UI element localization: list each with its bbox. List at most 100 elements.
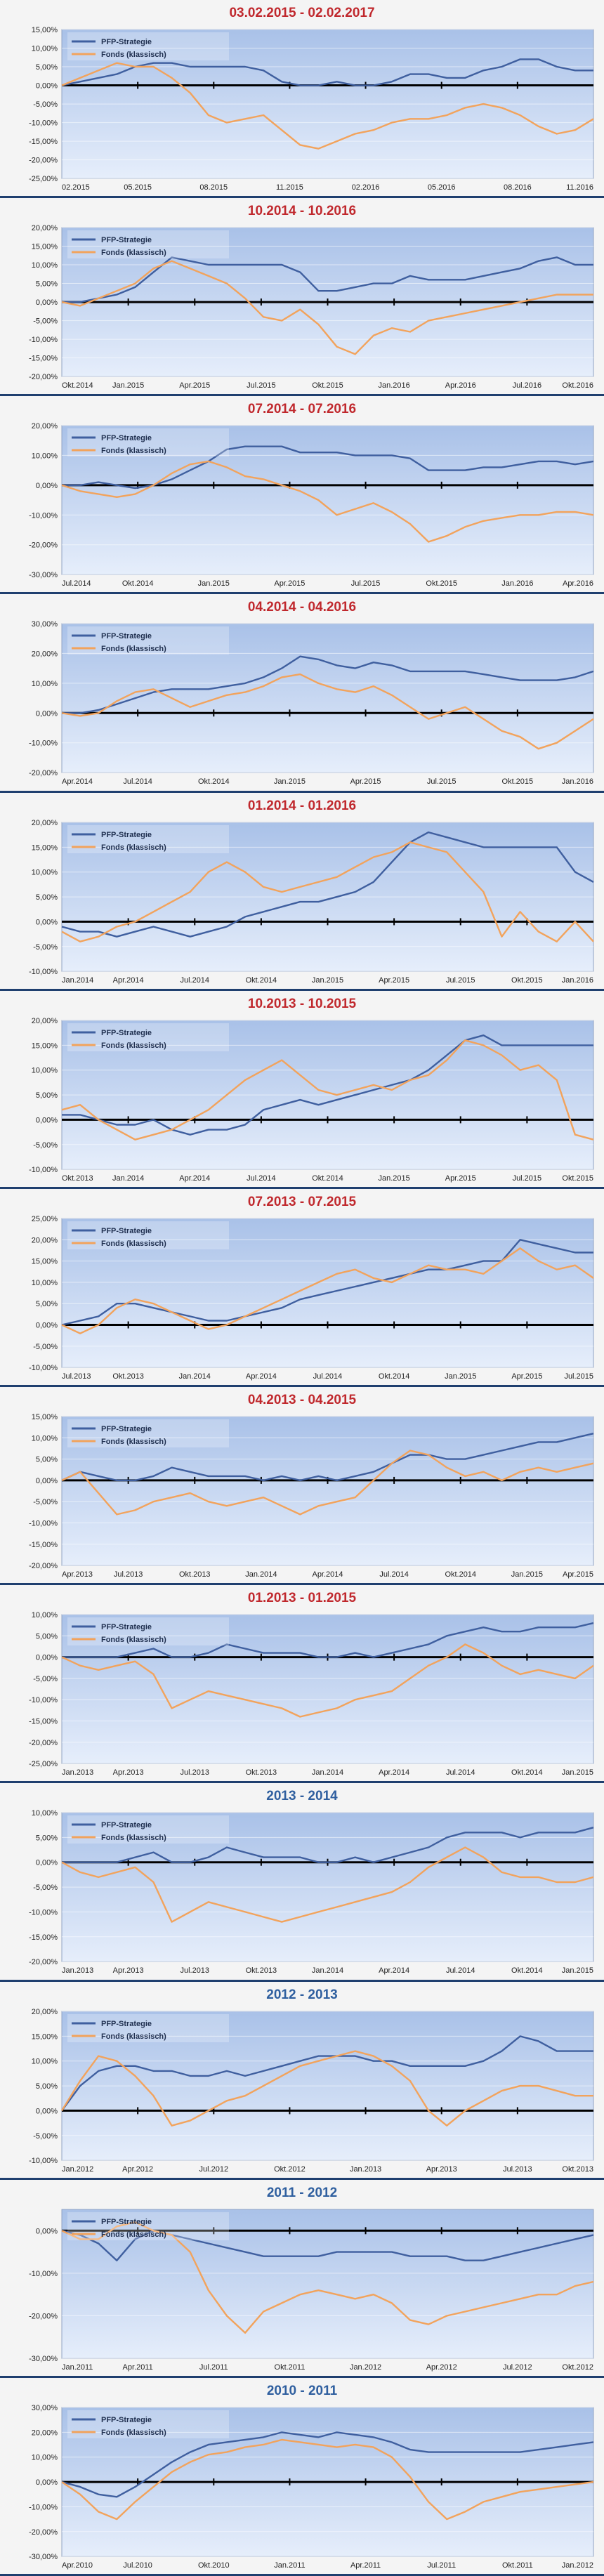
x-tick-label: Apr.2012 [426,2363,457,2372]
y-tick-label: -30,00% [29,571,58,579]
y-tick-label: 0,00% [36,710,58,718]
y-tick-label: 15,00% [32,843,58,852]
y-tick-label: 20,00% [32,650,58,659]
x-tick-label: Apr.2011 [350,2561,381,2570]
legend-label: PFP-Strategie [101,1029,152,1037]
x-tick-label: Okt.2015 [511,976,543,985]
x-tick-label: Jan.2015 [312,976,343,985]
x-tick-label: 08.2015 [199,183,228,192]
x-tick-label: Apr.2013 [426,2165,457,2174]
y-tick-label: 0,00% [36,1859,58,1867]
x-tick-label: Jan.2015 [379,1174,410,1183]
series-line-fonds [61,62,594,150]
legend-label: Fonds (klassisch) [101,1041,166,1050]
chart-panel: 04.2013 - 04.2015 15,00% 10,00% 5,00% 0,00% -… [0,1387,604,1586]
x-tick-label: Jul.2014 [313,1372,343,1381]
series-line-fonds [61,460,594,543]
y-tick-label: 0,00% [36,2227,58,2235]
y-tick-label: -15,00% [29,1541,58,1549]
chart-title: 10.2013 - 10.2015 [247,996,357,1011]
series-line-pfp [61,831,594,938]
x-tick-label: Apr.2015 [379,976,409,985]
y-tick-label: -15,00% [29,1933,58,1942]
line-chart: 15,00% 10,00% 5,00% 0,00% -5,00% -10,00% -15,0… [29,26,594,192]
x-tick-label: Jul.2013 [180,1768,209,1777]
x-tick-label: Apr.2015 [350,778,381,787]
x-tick-label: Jul.2016 [513,381,542,390]
y-tick-label: -20,00% [29,2312,58,2320]
legend-box [67,1617,230,1646]
series-line-fonds [61,841,594,942]
chart-title: 2013 - 2014 [266,1789,338,1804]
y-tick-label: -20,00% [29,541,58,550]
legend-box [67,1023,230,1051]
series-line-pfp [61,2229,594,2261]
x-tick-label: Okt.2013 [62,1174,93,1183]
y-tick-label: 5,00% [36,280,58,289]
x-tick-label: Jul.2012 [199,2165,229,2174]
chart-panel: 2011 - 2012 0,00% -10,00% -20,00% -30,00% Jan… [0,2179,604,2378]
line-chart: 25,00% 20,00% 15,00% 10,00% 5,00% 0,00% -5,00%… [29,1215,594,1381]
line-chart: 15,00% 10,00% 5,00% 0,00% -5,00% -10,00% -15,0… [29,1413,594,1579]
series-line-pfp [62,256,593,303]
legend-label: PFP-Strategie [101,236,152,244]
x-tick-label: Jan.2012 [62,2165,93,2174]
plot-area [61,1416,594,1566]
legend-label: PFP-Strategie [101,2218,152,2226]
y-tick-label: 0,00% [36,2478,58,2487]
legend-label: Fonds (klassisch) [101,1240,166,1248]
y-tick-label: -10,00% [29,2270,58,2278]
legend-label: PFP-Strategie [101,1425,152,1433]
series-line-pfp [61,2035,593,2111]
chart-panel: 10.2013 - 10.2015 20,00% 15,00% 10,00% 5,00%… [0,990,604,1189]
x-tick-label: Jan.2013 [62,1768,93,1777]
y-tick-label: 0,00% [36,298,58,307]
x-tick-label: Jul.2014 [446,1967,475,1976]
y-tick-label: -10,00% [29,512,58,520]
x-tick-label: Jan.2016 [501,579,533,588]
x-tick-label: Apr.2015 [274,579,305,588]
x-tick-label: Jul.2013 [503,2165,532,2174]
y-tick-label: -25,00% [29,175,58,183]
x-tick-label: Jan.2016 [562,976,593,985]
y-tick-label: -15,00% [29,355,58,363]
legend-label: PFP-Strategie [101,632,152,640]
x-tick-label: Jul.2015 [446,976,475,985]
series-line-fonds [61,673,594,750]
x-tick-label: Apr.2015 [179,381,210,390]
series-line-fonds [61,1247,594,1334]
x-tick-label: 11.2016 [566,183,593,192]
x-tick-label: Apr.2013 [113,1768,144,1777]
y-tick-label: 15,00% [32,2032,58,2041]
y-tick-label: -30,00% [29,2553,58,2561]
y-tick-label: -5,00% [33,317,58,326]
y-tick-label: 5,00% [36,2082,58,2091]
legend-box [67,1419,230,1448]
x-tick-label: Jan.2012 [562,2561,593,2570]
x-tick-label: Apr.2014 [313,1570,343,1579]
y-tick-label: 10,00% [32,1066,58,1075]
x-tick-label: Jan.2015 [562,1967,593,1976]
x-tick-label: Apr.2014 [379,1768,409,1777]
line-chart: 20,00% 15,00% 10,00% 5,00% 0,00% -5,00% -10,00… [29,224,594,390]
x-tick-label: Apr.2010 [62,2561,93,2570]
y-tick-label: -10,00% [29,119,58,128]
y-tick-label: -10,00% [29,1364,58,1372]
series-line-fonds [61,1450,594,1516]
chart-title: 10.2014 - 10.2016 [247,204,357,219]
y-tick-label: 15,00% [32,243,58,251]
y-tick-label: -20,00% [29,770,58,778]
chart-title: 2012 - 2013 [266,1987,338,2002]
y-tick-label: 10,00% [32,452,58,461]
y-tick-label: -10,00% [29,1909,58,1917]
x-tick-label: Okt.2015 [562,1174,593,1183]
x-tick-label: Okt.2014 [246,976,277,985]
y-tick-label: -10,00% [29,2503,58,2511]
y-tick-label: 0,00% [36,1116,58,1124]
y-tick-label: 30,00% [32,620,58,629]
y-tick-label: -10,00% [29,968,58,976]
y-tick-label: 10,00% [32,45,58,53]
x-tick-label: Jan.2015 [198,579,230,588]
y-tick-label: 10,00% [32,2057,58,2065]
legend-label: Fonds (klassisch) [101,447,166,455]
